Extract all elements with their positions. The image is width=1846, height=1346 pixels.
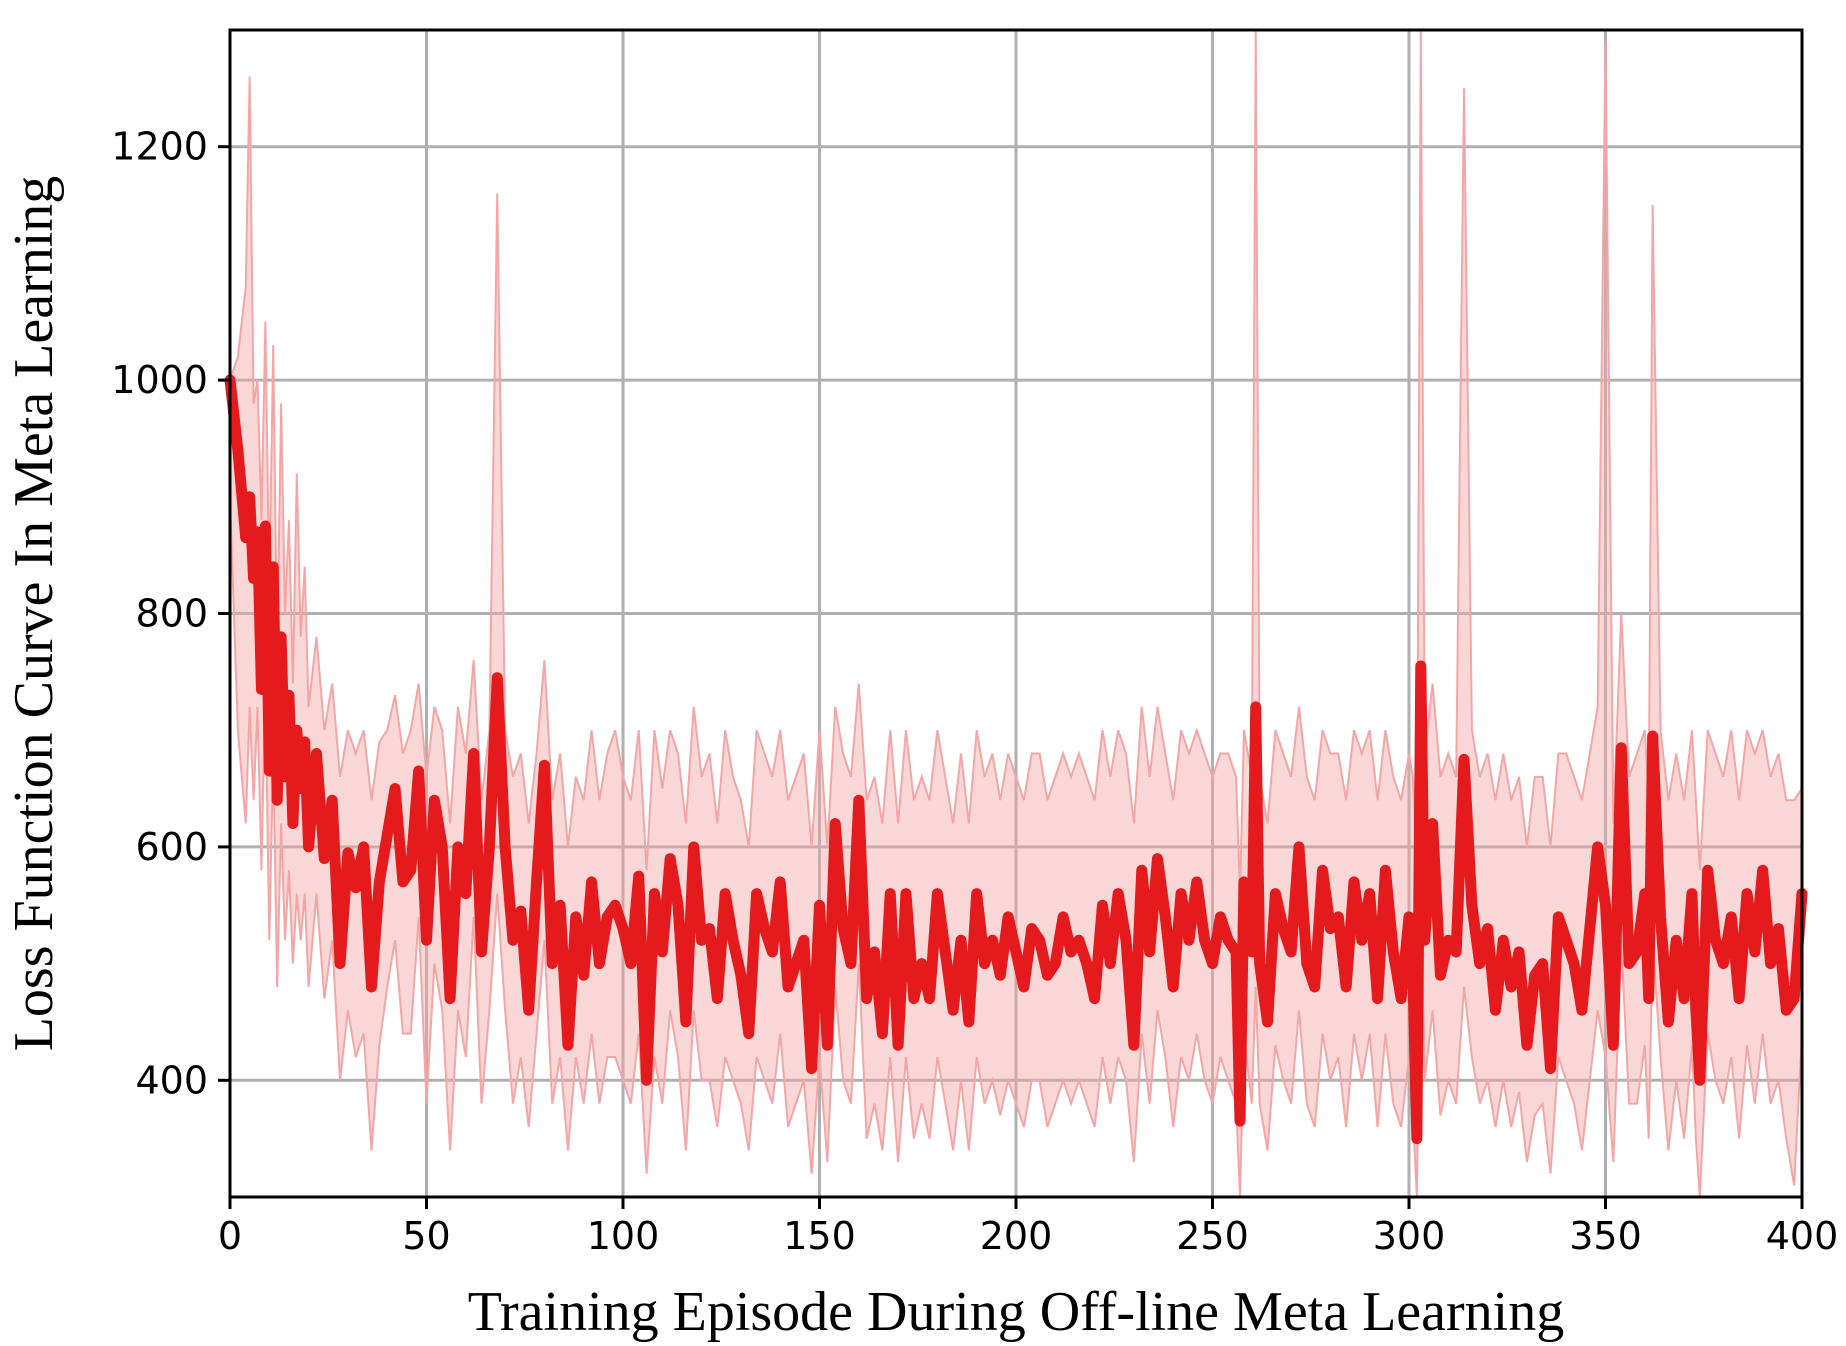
x-tick-label: 250 (1176, 1214, 1249, 1258)
y-axis-label: Loss Function Curve In Meta Learning (3, 176, 65, 1052)
y-tick-label: 400 (135, 1058, 208, 1102)
x-tick-label: 150 (783, 1214, 856, 1258)
x-tick-label: 100 (587, 1214, 660, 1258)
x-axis-label: Training Episode During Off-line Meta Le… (468, 1281, 1564, 1343)
x-tick-label: 50 (402, 1214, 450, 1258)
x-tick-label: 0 (218, 1214, 242, 1258)
x-tick-label: 200 (980, 1214, 1053, 1258)
y-tick-label: 800 (135, 592, 208, 636)
y-axis-ticks: 400 600 800 1000 1200 (111, 125, 230, 1102)
x-tick-label: 400 (1766, 1214, 1839, 1258)
x-tick-label: 300 (1373, 1214, 1446, 1258)
y-tick-label: 1000 (111, 358, 208, 402)
mean-loss-line (224, 374, 1808, 1145)
x-tick-label: 350 (1569, 1214, 1642, 1258)
y-tick-label: 600 (135, 825, 208, 869)
y-tick-label: 1200 (111, 125, 208, 169)
x-axis-ticks: 0 50 100 150 200 250 300 350 400 (218, 1197, 1838, 1258)
